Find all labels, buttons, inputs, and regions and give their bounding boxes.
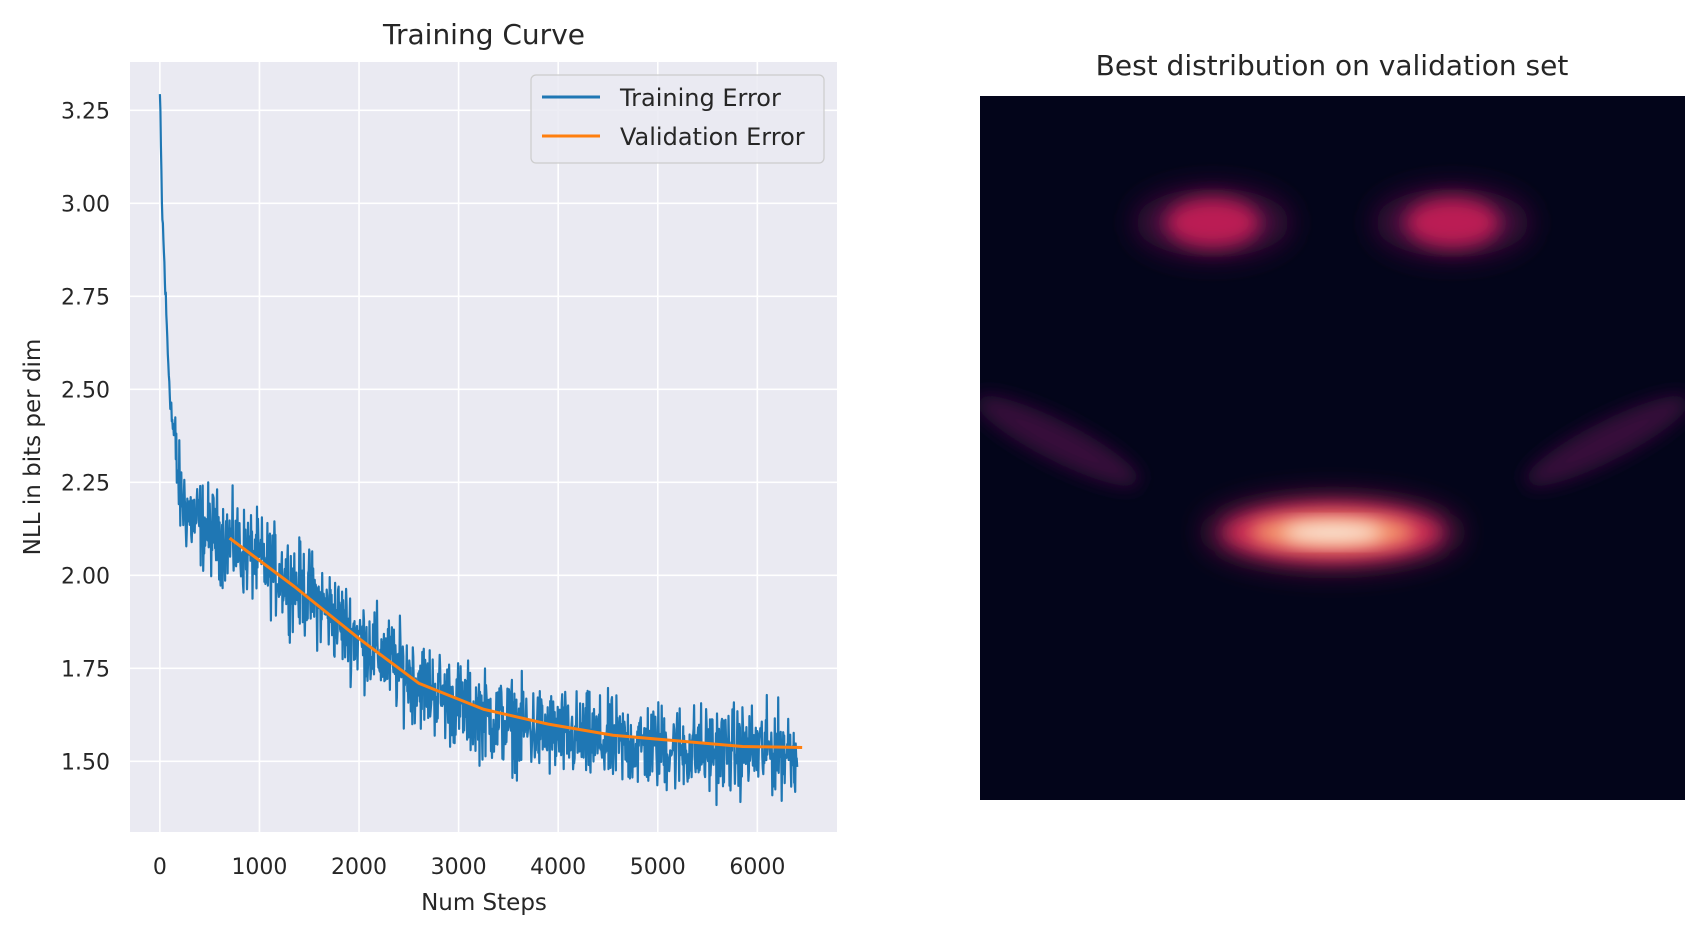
legend-label-validation: Validation Error [620,123,805,151]
legend-label-training: Training Error [619,84,781,112]
eye-blob-core [1405,198,1499,248]
y-tick-label: 1.50 [61,750,110,775]
mouth-blob-core [1281,522,1384,543]
x-tick-labels: 0 1000 2000 3000 4000 5000 6000 [153,855,785,880]
x-axis-label: Num Steps [421,890,547,916]
y-tick-label: 1.75 [61,657,110,682]
heatmap-blobs [980,188,1685,570]
x-tick-label: 3000 [431,855,487,880]
cheek-blob [980,395,1140,487]
y-tick-labels: 1.50 1.75 2.00 2.25 2.50 2.75 3.00 3.25 [61,99,110,775]
y-tick-label: 3.25 [61,99,110,124]
y-tick-label: 2.75 [61,285,110,310]
x-tick-label: 4000 [530,855,586,880]
y-tick-label: 2.00 [61,564,110,589]
chart-title-heatmap: Best distribution on validation set [1096,49,1569,82]
legend-box [530,74,825,164]
x-tick-label: 2000 [331,855,387,880]
legend: Training Error Validation Error [530,74,825,164]
y-tick-label: 2.50 [61,378,110,403]
grid-lines [130,62,837,832]
validation-error-line [228,536,803,750]
eye-blob-core [1166,198,1260,248]
y-tick-label: 2.25 [61,471,110,496]
x-tick-label: 0 [153,855,167,880]
y-axis-label: NLL in bits per dim [20,339,46,556]
training-curve-chart: 0 1000 2000 3000 4000 5000 6000 1.50 1.75 2.00 2.… [20,18,837,916]
x-tick-label: 5000 [630,855,686,880]
x-tick-label: 1000 [231,855,287,880]
cheek-blob [1525,395,1685,487]
x-tick-label: 6000 [729,855,785,880]
y-tick-label: 3.00 [61,192,110,217]
chart-title-training: Training Curve [382,18,585,51]
distribution-heatmap: Best distribution on validation set [980,49,1685,800]
